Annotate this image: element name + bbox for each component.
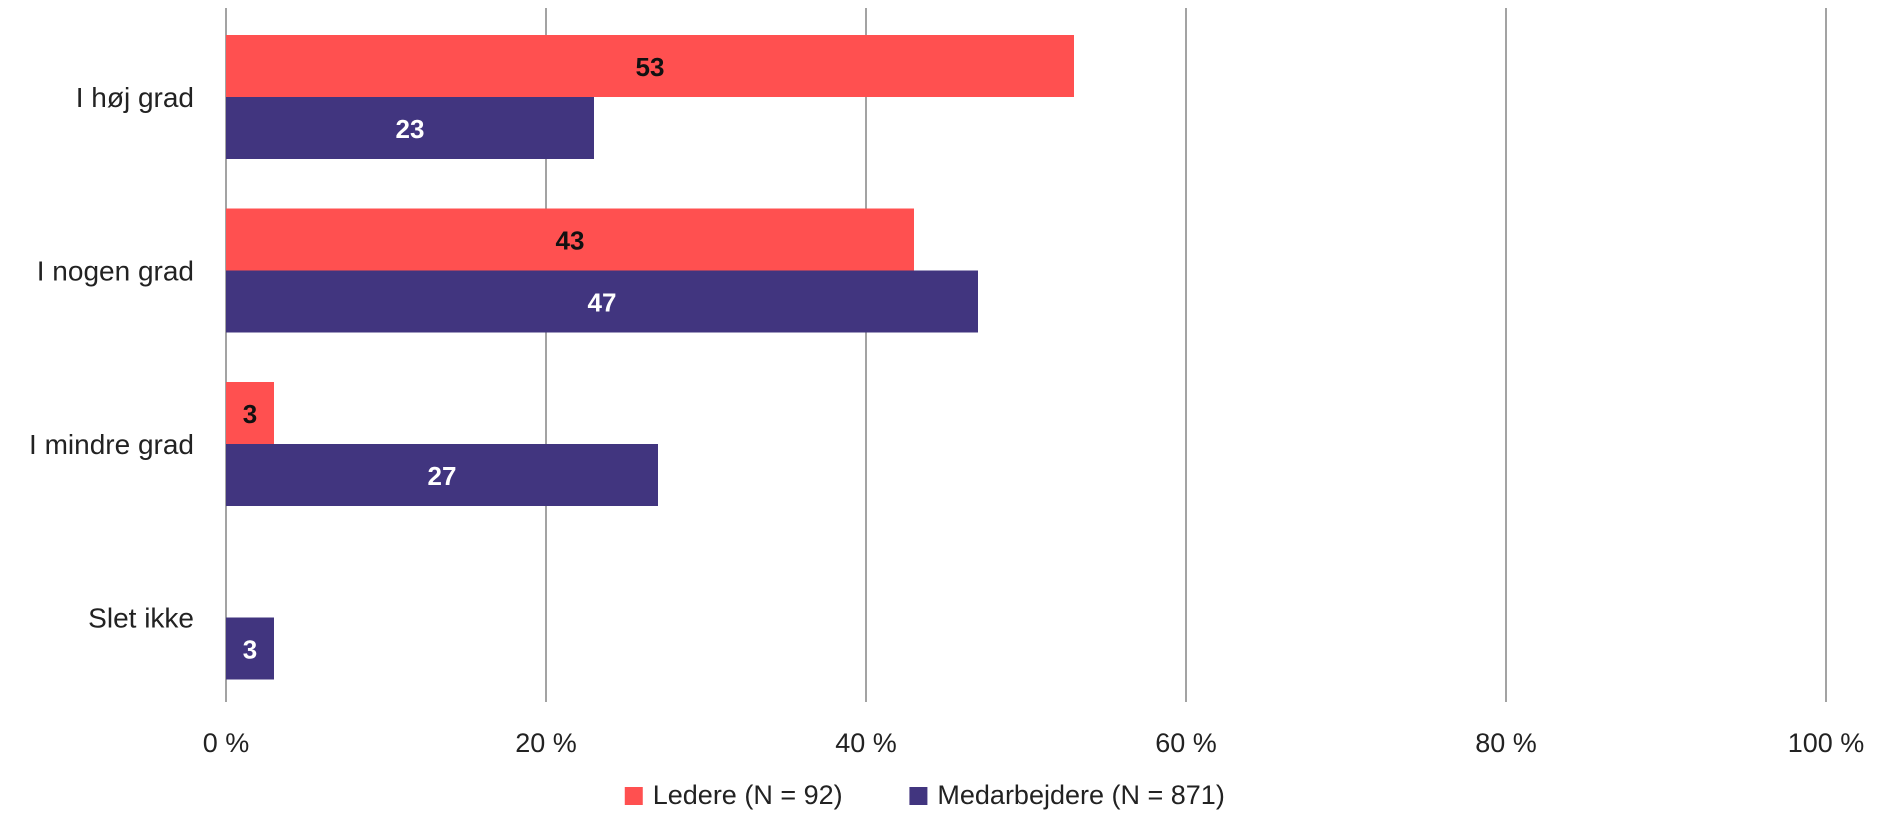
bar-medarbejdere-i-nogen-grad	[226, 270, 978, 333]
bar-ledere-i-nogen-grad	[226, 208, 914, 271]
x-tick-label: 0 %	[203, 728, 250, 758]
legend-swatch-ledere	[624, 787, 643, 805]
data-label: 3	[243, 399, 257, 429]
x-tick-label: 80 %	[1475, 728, 1537, 758]
bar-medarbejdere-slet-ikke	[226, 617, 274, 680]
bars	[226, 35, 1074, 680]
x-axis-tick-labels: 0 % 20 % 40 % 60 % 80 % 100 %	[203, 728, 1865, 758]
category-label: I høj grad	[76, 82, 194, 113]
x-tick-label: 40 %	[835, 728, 897, 758]
category-label: Slet ikke	[88, 603, 194, 634]
bar-medarbejdere-i-mindre-grad	[226, 444, 658, 506]
legend: Ledere (N = 92) Medarbejdere (N = 871)	[624, 780, 1225, 810]
bar-ledere-i-mindre-grad	[226, 382, 274, 444]
legend-label: Medarbejdere (N = 871)	[937, 780, 1224, 810]
data-label: 3	[243, 635, 257, 665]
data-labels: 53 43 3 23 47 27 3	[243, 52, 665, 665]
category-label: I mindre grad	[29, 429, 194, 460]
bar-medarbejdere-i-h-j-grad	[226, 97, 594, 159]
x-tick-label: 100 %	[1788, 728, 1865, 758]
data-label: 23	[396, 114, 425, 144]
category-label: I nogen grad	[37, 256, 194, 287]
x-tick-label: 20 %	[515, 728, 577, 758]
data-label: 43	[556, 226, 585, 256]
legend-label: Ledere (N = 92)	[653, 780, 843, 810]
x-tick-label: 60 %	[1155, 728, 1217, 758]
bar-ledere-i-h-j-grad	[226, 35, 1074, 97]
data-label: 47	[588, 288, 617, 318]
legend-swatch-medarbejdere	[909, 787, 928, 805]
data-label: 27	[428, 461, 457, 491]
category-labels: I høj grad I nogen grad I mindre grad Slet …	[29, 82, 194, 634]
data-label: 53	[636, 52, 665, 82]
